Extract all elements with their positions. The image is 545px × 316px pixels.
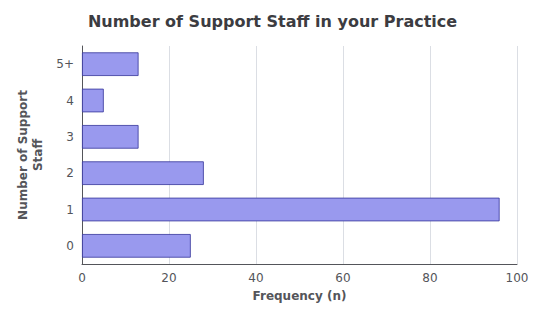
svg-text:60: 60 — [335, 271, 350, 285]
svg-text:Number of Support Staff in you: Number of Support Staff in your Practice — [88, 12, 457, 31]
svg-text:1: 1 — [66, 203, 74, 217]
svg-text:4: 4 — [66, 94, 74, 108]
svg-text:5+: 5+ — [56, 57, 74, 71]
svg-text:Number of Support: Number of Support — [16, 90, 30, 220]
svg-text:2: 2 — [66, 166, 74, 180]
svg-text:3: 3 — [66, 130, 74, 144]
svg-text:80: 80 — [422, 271, 437, 285]
svg-text:Staff: Staff — [31, 139, 45, 171]
svg-text:0: 0 — [78, 271, 86, 285]
svg-text:0: 0 — [66, 239, 74, 253]
svg-text:40: 40 — [248, 271, 263, 285]
svg-text:100: 100 — [506, 271, 529, 285]
svg-text:Frequency (n): Frequency (n) — [253, 289, 347, 303]
svg-text:20: 20 — [161, 271, 176, 285]
